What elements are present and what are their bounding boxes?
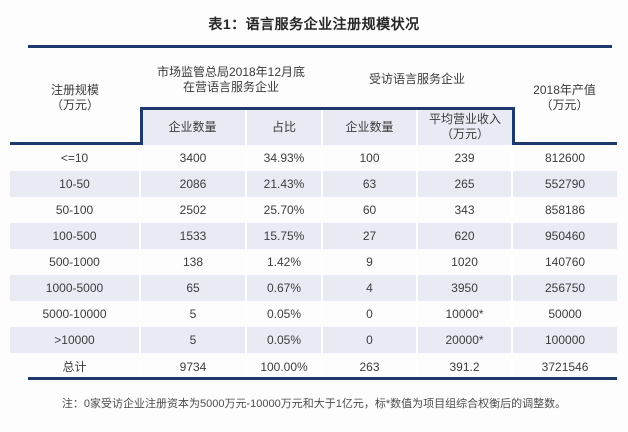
market-group-label-line1: 市场监管总局2018年12月底 (156, 64, 306, 79)
cell-output-2018: 812600 (511, 145, 618, 171)
cell-avg-revenue: 3950 (416, 275, 513, 301)
cell-market-share: 15.75% (244, 223, 323, 249)
cell-avg-revenue: 265 (416, 171, 513, 197)
cell-market-share: 1.42% (244, 249, 323, 275)
col-header-output-2018: 2018年产值 （万元） (512, 50, 617, 145)
header-step-border-right-vertical (512, 107, 515, 145)
cell-output-2018: 950460 (511, 223, 618, 249)
table-row: >10000 5 0.05% 0 20000* 100000 (10, 327, 618, 353)
cell-market-share: 0.05% (244, 301, 323, 327)
cell-market-share: 0.67% (244, 275, 323, 301)
cell-scale: 500-1000 (49, 255, 100, 269)
cell-avg-revenue: 391.2 (416, 353, 513, 380)
cell-avg-revenue: 1020 (416, 249, 513, 275)
avg-revenue-label-line1: 平均营业收入 (429, 112, 502, 126)
cell-market-count: 5 (139, 327, 246, 353)
cell-market-share: 25.70% (244, 197, 323, 223)
cell-surveyed-count: 0 (321, 327, 418, 353)
cell-market-share: 0.05% (244, 327, 323, 353)
header-row-sub: 企业数量 占比 企业数量 平均营业收入 （万元） (10, 109, 617, 145)
header-step-border-right-bottom (512, 142, 617, 145)
total-row: 总计 9734 100.00% 263 391.2 3721546 (10, 353, 618, 380)
cell-market-count: 65 (139, 275, 246, 301)
subcol-market-count: 企业数量 (140, 109, 246, 145)
cell-output-2018: 552790 (511, 171, 618, 197)
cell-market-count: 9734 (139, 353, 246, 380)
cell-scale: 50-100 (55, 203, 94, 217)
cell-output-2018: 3721546 (511, 353, 618, 380)
cell-avg-revenue: 620 (416, 223, 513, 249)
cell-surveyed-count: 0 (321, 301, 418, 327)
cell-surveyed-count: 4 (321, 275, 418, 301)
output-label-line1: 2018年产值 (533, 82, 596, 97)
register-scale-label-line2: （万元） (50, 97, 99, 112)
cell-market-count: 2086 (139, 171, 246, 197)
cell-scale: <=10 (60, 151, 89, 165)
col-group-surveyed: 受访语言服务企业 (369, 72, 466, 86)
cell-market-count: 2502 (139, 197, 246, 223)
cell-avg-revenue: 343 (416, 197, 513, 223)
header-step-border-top (140, 107, 515, 110)
cell-surveyed-count: 60 (321, 197, 418, 223)
table-row: 1000-5000 65 0.67% 4 3950 256750 (10, 275, 618, 301)
cell-avg-revenue: 20000* (416, 327, 513, 353)
subcol-surveyed-count: 企业数量 (321, 109, 418, 145)
cell-market-share: 34.93% (244, 145, 323, 171)
table-bottom-border (28, 377, 617, 380)
cell-surveyed-count: 263 (321, 353, 418, 380)
cell-scale: >10000 (10, 327, 140, 353)
cell-avg-revenue: 239 (416, 145, 513, 171)
subcol-market-share: 占比 (244, 109, 323, 145)
cell-scale: 1000-5000 (10, 275, 140, 301)
table-body: <=10 3400 34.93% 100 239 812600 10-50 2086 21.43… (10, 145, 618, 380)
header-step-border-left-bottom (10, 142, 143, 145)
output-label-line2: （万元） (540, 97, 589, 112)
avg-revenue-label-line2: （万元） (441, 127, 490, 141)
cell-market-count: 1533 (139, 223, 246, 249)
cell-market-count: 138 (139, 249, 246, 275)
cell-surveyed-count: 9 (321, 249, 418, 275)
table-row: 50-100 2502 25.70% 60 343 858186 (10, 197, 618, 223)
market-group-label-line2: 在营语言服务企业 (183, 79, 280, 94)
footnote: 注：0家受访企业注册资本为5000万元-10000万元和大于1亿元，标*数值为项… (61, 398, 567, 410)
cell-output-2018: 858186 (511, 197, 618, 223)
header-step-border-left-vertical (140, 107, 143, 145)
registration-scale-table: 注册规模 （万元） 市场监管总局2018年12月底 在营语言服务企业 受访语言服… (10, 50, 618, 382)
cell-scale: 10-50 (10, 171, 140, 197)
register-scale-label-line1: 注册规模 (50, 82, 99, 97)
cell-surveyed-count: 63 (321, 171, 418, 197)
cell-market-count: 3400 (139, 145, 246, 171)
cell-output-2018: 100000 (511, 327, 618, 353)
table-row: <=10 3400 34.93% 100 239 812600 (10, 145, 618, 171)
cell-avg-revenue: 10000* (416, 301, 513, 327)
title-divider (28, 45, 612, 48)
cell-scale: 100-500 (10, 223, 140, 249)
cell-market-share: 100.00% (244, 353, 323, 380)
col-group-market-bureau: 市场监管总局2018年12月底 在营语言服务企业 (140, 50, 322, 109)
cell-scale: 5000-10000 (42, 307, 107, 321)
table-row: 500-1000 138 1.42% 9 1020 140760 (10, 249, 618, 275)
subcol-avg-revenue: 平均营业收入 （万元） (416, 109, 513, 145)
data-table: 注册规模 （万元） 市场监管总局2018年12月底 在营语言服务企业 受访语言服… (10, 50, 618, 380)
cell-output-2018: 256750 (511, 275, 618, 301)
table-row: 100-500 1533 15.75% 27 620 950460 (10, 223, 618, 249)
table-title: 表1：语言服务企业注册规模状况 (208, 16, 420, 32)
cell-scale: 总计 (62, 360, 87, 374)
header-row-groups: 注册规模 （万元） 市场监管总局2018年12月底 在营语言服务企业 受访语言服… (10, 50, 617, 112)
table-row: 10-50 2086 21.43% 63 265 552790 (10, 171, 618, 197)
cell-market-share: 21.43% (244, 171, 323, 197)
cell-output-2018: 50000 (511, 301, 618, 327)
cell-surveyed-count: 100 (321, 145, 418, 171)
cell-market-count: 5 (139, 301, 246, 327)
table-row: 5000-10000 5 0.05% 0 10000* 50000 (10, 301, 618, 327)
cell-output-2018: 140760 (511, 249, 618, 275)
col-header-register-scale: 注册规模 （万元） (10, 50, 140, 145)
cell-surveyed-count: 27 (321, 223, 418, 249)
table-header: 注册规模 （万元） 市场监管总局2018年12月底 在营语言服务企业 受访语言服… (10, 50, 617, 145)
